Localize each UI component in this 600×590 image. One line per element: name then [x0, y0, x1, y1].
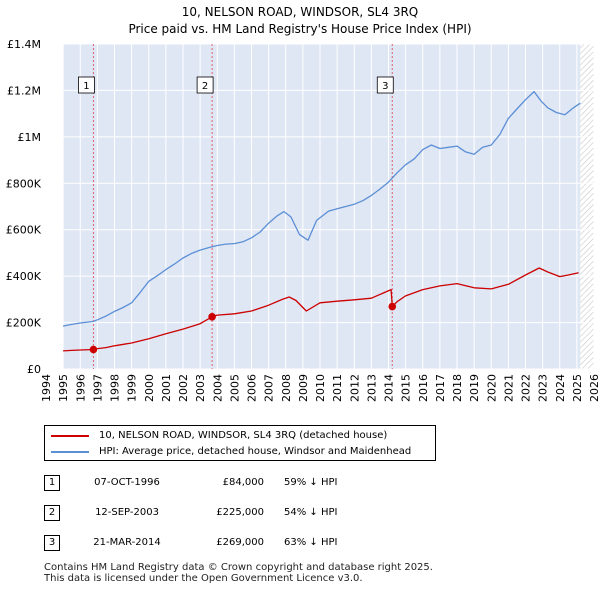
y-tick-label: £1.4M: [7, 38, 41, 51]
x-tick-label: 2002: [177, 374, 190, 402]
x-tick-label: 2004: [211, 374, 224, 402]
legend: 10, NELSON ROAD, WINDSOR, SL4 3RQ (detac…: [44, 425, 436, 461]
footer-line-1: Contains HM Land Registry data © Crown c…: [44, 562, 433, 573]
legend-hpi-swatch: [51, 451, 89, 453]
chart-title: 10, NELSON ROAD, WINDSOR, SL4 3RQ Price …: [0, 4, 600, 38]
x-tick-label: 2006: [246, 374, 259, 402]
transaction-number: 2: [44, 505, 60, 521]
x-tick-label: 2023: [537, 374, 550, 402]
legend-property-label: 10, NELSON ROAD, WINDSOR, SL4 3RQ (detac…: [99, 430, 388, 441]
transaction-label-number: 3: [382, 81, 388, 92]
x-tick-label: 2010: [314, 374, 327, 402]
price-chart: 1 2 3 £0 £200K £400K £600K £800K £1M £1.2M £1.4M 1…: [6, 38, 600, 402]
x-tick-label: 2016: [417, 374, 430, 402]
x-tick-label: 2018: [451, 374, 464, 402]
property-price-line: [63, 267, 579, 352]
y-tick-label: £800K: [6, 177, 42, 190]
x-tick-label: 2026: [588, 374, 600, 402]
x-tick-label: 2024: [554, 374, 567, 402]
transaction-hpi-diff: 54% ↓ HPI: [284, 507, 338, 518]
x-tick-label: 2025: [571, 374, 584, 402]
legend-hpi-label: HPI: Average price, detached house, Wind…: [99, 446, 412, 457]
transaction-hpi-diff: 59% ↓ HPI: [284, 477, 338, 488]
x-tick-label: 2009: [297, 374, 310, 402]
y-tick-label: £400K: [6, 270, 42, 283]
title-line-2: Price paid vs. HM Land Registry's House …: [128, 22, 472, 36]
y-tick-label: £200K: [6, 317, 42, 330]
x-tick-label: 2013: [365, 374, 378, 402]
x-tick-label: 2017: [434, 374, 447, 402]
x-tick-label: 2021: [502, 374, 515, 402]
footer: Contains HM Land Registry data © Crown c…: [44, 562, 433, 584]
y-tick-label: £0: [27, 363, 41, 376]
transaction-price: £225,000: [216, 507, 264, 518]
transaction-label-number: 1: [83, 81, 89, 92]
transaction-hpi-diff: 63% ↓ HPI: [284, 537, 338, 548]
x-tick-label: 2000: [143, 374, 156, 402]
transaction-label-box: [196, 76, 214, 94]
transaction-date: 12-SEP-2003: [95, 507, 159, 518]
x-tick-label: 2012: [348, 374, 361, 402]
footer-line-2: This data is licensed under the Open Gov…: [44, 573, 363, 584]
transaction-price: £269,000: [216, 537, 264, 548]
x-tick-label: 2008: [280, 374, 293, 402]
x-tick-label: 1995: [57, 374, 70, 402]
transaction-number: 1: [44, 475, 60, 491]
x-tick-label: 2019: [468, 374, 481, 402]
hpi-line: [62, 90, 581, 327]
transaction-point: [388, 302, 397, 311]
y-tick-label: £600K: [6, 224, 42, 237]
transaction-label-box: [78, 76, 95, 94]
x-tick-label: 2022: [520, 374, 533, 402]
x-tick-label: 2007: [263, 374, 276, 402]
x-tick-label: 2003: [194, 374, 207, 402]
x-tick-label: 1994: [40, 374, 53, 402]
x-tick-label: 2020: [485, 374, 498, 402]
transaction-label-number: 2: [202, 81, 208, 92]
x-tick-label: 1997: [91, 374, 104, 402]
transaction-point: [208, 312, 216, 321]
x-tick-label: 1998: [109, 374, 122, 402]
x-tick-label: 1999: [126, 374, 139, 402]
transaction-date: 21-MAR-2014: [93, 537, 161, 548]
transaction-number: 3: [44, 535, 60, 551]
x-tick-label: 1996: [74, 374, 87, 402]
transaction-price: £84,000: [222, 477, 264, 488]
x-tick-label: 2015: [400, 374, 413, 402]
transaction-label-box: [376, 76, 394, 94]
data-range-band: [63, 44, 581, 369]
transaction-date: 07-OCT-1996: [94, 477, 160, 488]
x-tick-label: 2014: [383, 374, 396, 402]
legend-property-swatch: [51, 435, 89, 437]
future-hatch-area: [580, 44, 594, 369]
y-tick-label: £1M: [18, 131, 42, 144]
x-tick-label: 2005: [228, 374, 241, 402]
transaction-point: [89, 345, 98, 354]
x-tick-label: 2011: [331, 374, 344, 402]
y-tick-label: £1.2M: [7, 84, 41, 97]
title-line-1: 10, NELSON ROAD, WINDSOR, SL4 3RQ: [181, 5, 419, 19]
x-tick-label: 2001: [160, 374, 173, 402]
